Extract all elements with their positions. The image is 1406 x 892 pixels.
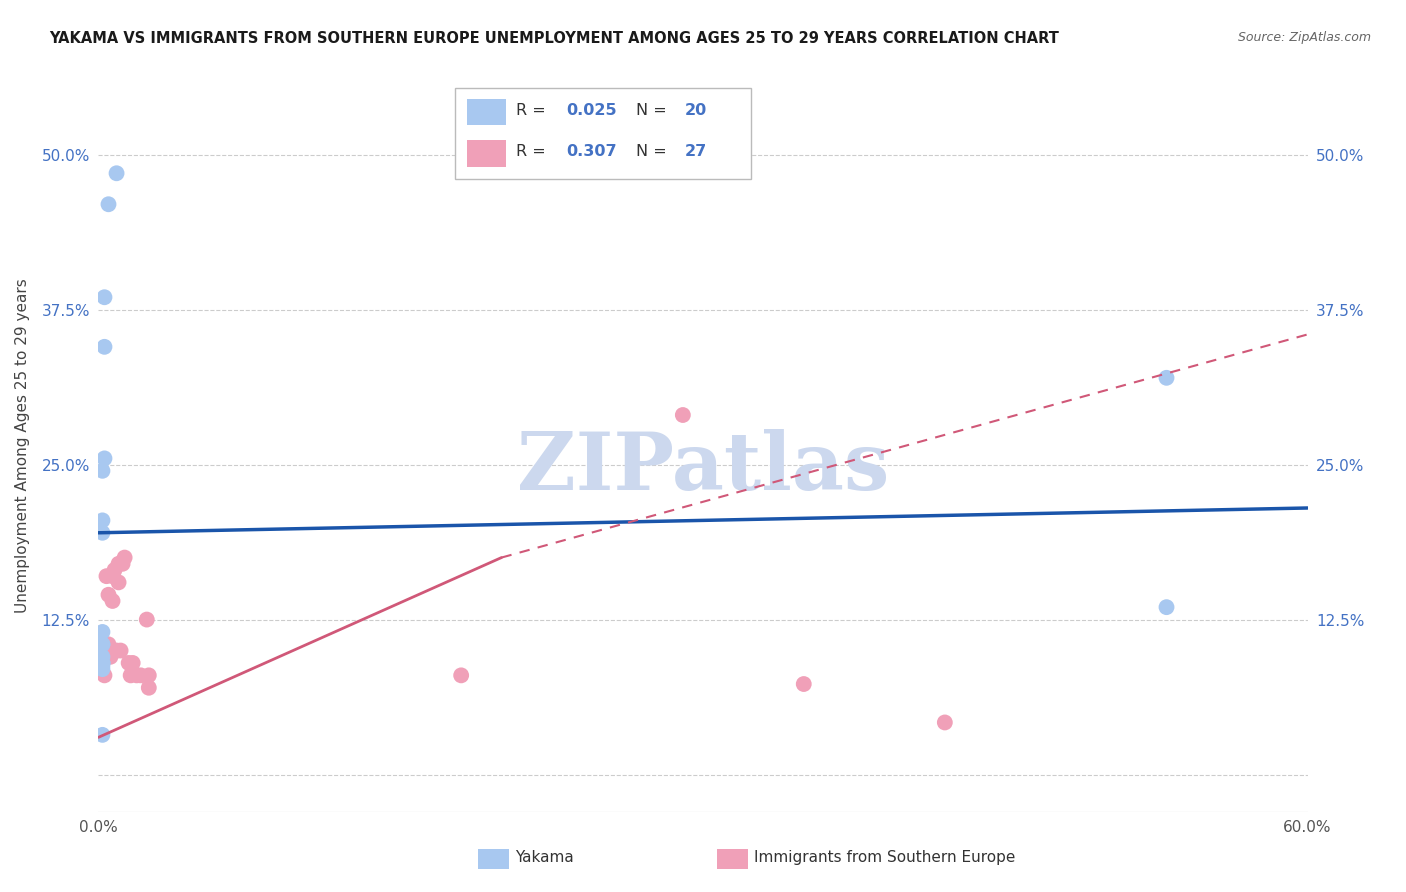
Point <box>672 408 695 422</box>
Point <box>91 658 114 673</box>
Point <box>105 166 128 180</box>
Point <box>120 668 142 682</box>
Point <box>107 557 129 571</box>
Point <box>107 575 129 590</box>
Point <box>96 569 118 583</box>
Text: 0.025: 0.025 <box>567 103 617 118</box>
Point <box>91 662 114 676</box>
Point <box>91 649 114 664</box>
Text: 27: 27 <box>685 144 707 159</box>
Point <box>101 569 124 583</box>
Point <box>100 649 122 664</box>
Point <box>118 656 141 670</box>
Text: N =: N = <box>637 103 672 118</box>
Text: Immigrants from Southern Europe: Immigrants from Southern Europe <box>754 850 1015 864</box>
FancyBboxPatch shape <box>456 87 751 179</box>
Point <box>91 728 114 742</box>
Point <box>91 649 114 664</box>
Text: YAKAMA VS IMMIGRANTS FROM SOUTHERN EUROPE UNEMPLOYMENT AMONG AGES 25 TO 29 YEARS: YAKAMA VS IMMIGRANTS FROM SOUTHERN EUROP… <box>49 31 1059 46</box>
Point <box>91 637 114 651</box>
Point <box>101 594 124 608</box>
Text: 20: 20 <box>685 103 707 118</box>
Point <box>103 563 125 577</box>
Point <box>450 668 472 682</box>
Point <box>91 637 114 651</box>
Point <box>97 588 120 602</box>
Point <box>111 557 134 571</box>
Point <box>1156 600 1178 615</box>
Point <box>93 290 115 304</box>
Point <box>91 513 114 527</box>
Point <box>97 197 120 211</box>
Point <box>121 656 143 670</box>
Point <box>93 668 115 682</box>
Text: ZIPatlas: ZIPatlas <box>517 429 889 507</box>
Point <box>91 656 114 670</box>
Point <box>91 656 114 670</box>
Bar <box>467 99 506 126</box>
Point <box>138 681 160 695</box>
Point <box>138 668 160 682</box>
Y-axis label: Unemployment Among Ages 25 to 29 years: Unemployment Among Ages 25 to 29 years <box>15 278 31 614</box>
Bar <box>467 140 506 167</box>
Point <box>91 624 114 639</box>
Text: 0.307: 0.307 <box>567 144 617 159</box>
Point <box>105 643 128 657</box>
Point <box>91 464 114 478</box>
Point <box>114 550 136 565</box>
Point <box>793 677 815 691</box>
Point <box>135 613 157 627</box>
Point <box>97 637 120 651</box>
Text: Yakama: Yakama <box>515 850 574 864</box>
Point <box>1156 371 1178 385</box>
Text: R =: R = <box>516 103 551 118</box>
Point <box>110 643 132 657</box>
Point <box>93 451 115 466</box>
Text: N =: N = <box>637 144 672 159</box>
Text: R =: R = <box>516 144 551 159</box>
Point <box>91 525 114 540</box>
Point <box>93 340 115 354</box>
Point <box>125 668 148 682</box>
Point <box>91 656 114 670</box>
Point <box>129 668 152 682</box>
Point <box>934 715 956 730</box>
Text: Source: ZipAtlas.com: Source: ZipAtlas.com <box>1237 31 1371 45</box>
